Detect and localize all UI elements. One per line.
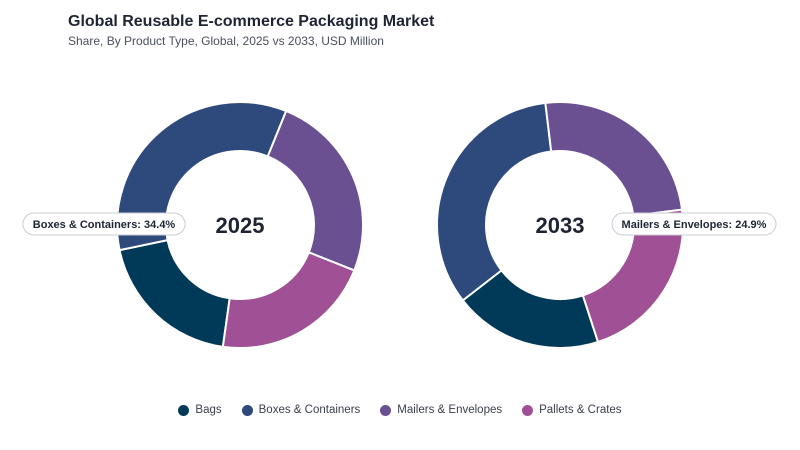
center-label-2033: 2033 — [536, 213, 585, 238]
legend-label-mailers-envelopes: Mailers & Envelopes — [397, 404, 503, 416]
legend-item-boxes-containers[interactable]: Boxes & Containers — [241, 404, 361, 416]
annotation-pill-2025: Boxes & Containers: 34.4% — [22, 212, 186, 236]
legend-item-bags[interactable]: Bags — [178, 404, 222, 416]
annotation-text-2033: Mailers & Envelopes: 24.9% — [622, 219, 767, 231]
legend-swatch-mailers-envelopes — [380, 404, 392, 416]
legend-swatch-pallets-crates — [522, 404, 534, 416]
legend-label-bags: Bags — [195, 404, 222, 416]
chart-title: Global Reusable E-commerce Packaging Mar… — [68, 13, 435, 30]
slice-2033-pallets-crates[interactable] — [581, 208, 684, 344]
legend-swatch-boxes-containers — [241, 404, 253, 416]
chart-subtitle: Share, By Product Type, Global, 2025 vs … — [68, 34, 384, 48]
annotation-pill-bg — [611, 212, 777, 236]
annotation-pill-2033: Mailers & Envelopes: 24.9% — [611, 212, 777, 236]
slice-2033-boxes-containers[interactable] — [436, 101, 553, 302]
legend: Bags Boxes & Containers Mailers & Envelo… — [0, 404, 800, 416]
legend-label-pallets-crates: Pallets & Crates — [539, 404, 622, 416]
donut-chart-2033: 2033 Mailers & Envelopes: 24.9% — [436, 101, 777, 349]
slice-2033-mailers-envelopes[interactable] — [544, 101, 684, 217]
annotation-text-2025: Boxes & Containers: 34.4% — [33, 219, 176, 231]
slice-2025-bags[interactable] — [118, 238, 231, 348]
legend-item-mailers-envelopes[interactable]: Mailers & Envelopes — [380, 404, 502, 416]
center-label-2025: 2025 — [216, 213, 265, 238]
slice-2025-pallets-crates[interactable] — [221, 251, 356, 349]
legend-item-pallets-crates[interactable]: Pallets & Crates — [522, 404, 622, 416]
legend-label-boxes-containers: Boxes & Containers — [258, 404, 361, 416]
donut-chart-2025: 2025 Boxes & Containers: 34.4% — [22, 101, 364, 349]
slice-2025-mailers-envelopes[interactable] — [266, 109, 364, 272]
chart-header: Global Reusable E-commerce Packaging Mar… — [68, 12, 434, 49]
annotation-pill-bg — [22, 212, 186, 236]
legend-swatch-bags — [178, 404, 190, 416]
